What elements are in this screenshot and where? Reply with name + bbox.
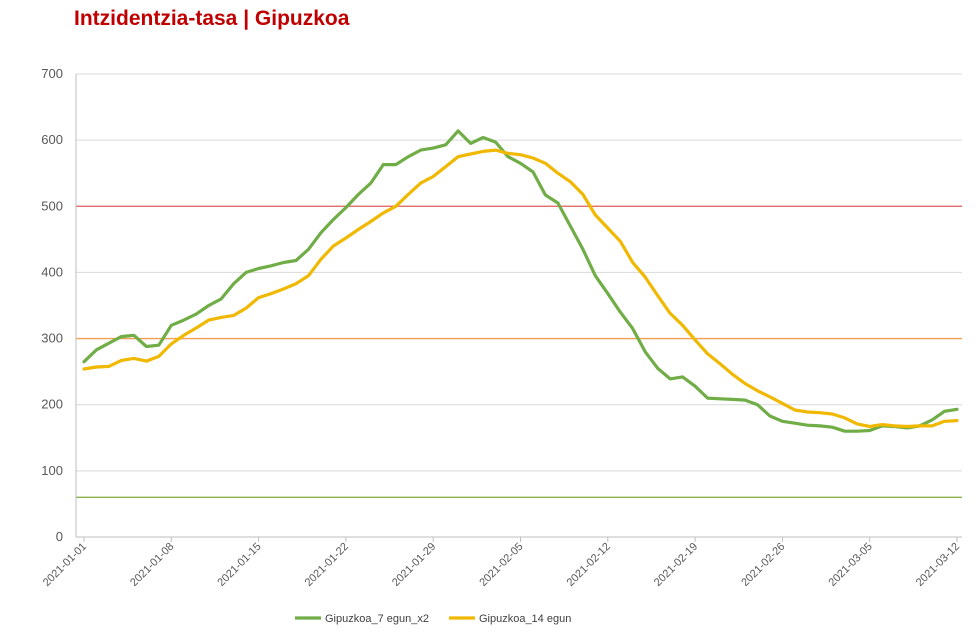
x-tick-label: 2021-01-01	[41, 541, 89, 589]
gridlines	[76, 73, 962, 472]
series-line	[82, 129, 959, 433]
x-tick-label: 2021-01-08	[128, 541, 176, 589]
x-tick-label: 2021-03-12	[914, 541, 962, 589]
x-tick-label: 2021-02-12	[565, 541, 613, 589]
x-tick-label: 2021-03-05	[827, 541, 875, 589]
series-line	[82, 148, 959, 429]
x-tick-label: 2021-01-15	[215, 541, 263, 589]
x-tick-label: 2021-02-26	[739, 541, 787, 589]
legend-label: Gipuzkoa_14 egun	[479, 613, 571, 625]
y-tick-label: 400	[41, 264, 63, 279]
reference-lines	[76, 205, 962, 498]
chart-title: Intzidentzia-tasa | Gipuzkoa	[74, 7, 350, 30]
y-tick-label: 100	[41, 463, 63, 478]
x-tick-label: 2021-01-22	[303, 541, 351, 589]
series-lines	[82, 129, 959, 433]
y-tick-label: 600	[41, 132, 63, 147]
y-axis: 0 100 200 300 400 500 600 700	[41, 66, 77, 544]
x-tick-label: 2021-02-19	[652, 541, 700, 589]
x-tick-label: 2021-02-05	[477, 541, 525, 589]
legend-label: Gipuzkoa_7 egun_x2	[325, 613, 429, 625]
y-tick-label: 500	[41, 198, 63, 213]
y-tick-label: 0	[56, 529, 63, 544]
y-tick-label: 200	[41, 397, 63, 412]
y-tick-label: 300	[41, 331, 63, 346]
x-tick-label: 2021-01-29	[390, 541, 438, 589]
x-axis: 2021-01-01 2021-01-08 2021-01-15 2021-01-22…	[41, 536, 962, 589]
legend: Gipuzkoa_7 egun_x2 Gipuzkoa_14 egun	[295, 613, 571, 625]
y-tick-label: 700	[41, 66, 63, 81]
